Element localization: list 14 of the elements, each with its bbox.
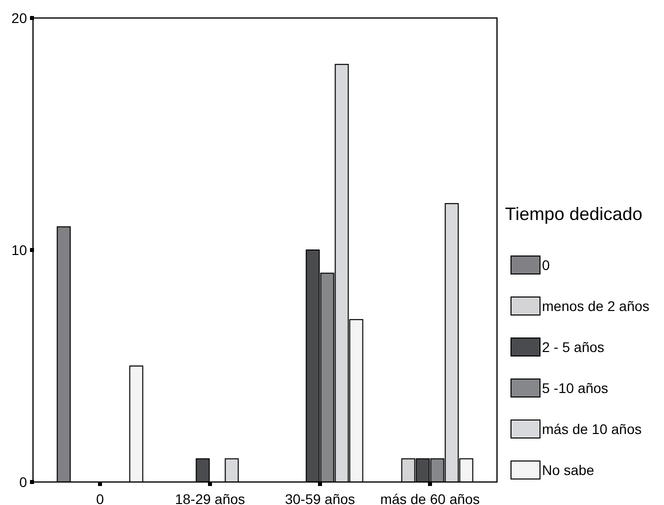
legend-label: menos de 2 años	[542, 298, 650, 314]
y-tick-label: 20	[11, 10, 28, 26]
legend-label: No sabe	[542, 462, 594, 478]
legend-label: 0	[542, 256, 550, 273]
legend-title: Tiempo dedicado	[505, 204, 642, 224]
legend-label: más de 10 años	[542, 420, 642, 437]
y-tick-label: 10	[11, 242, 28, 258]
legend-label: 5 -10 años	[542, 380, 608, 396]
x-tick-label: 18-29 años	[174, 491, 246, 505]
x-tick-label: 0	[96, 491, 104, 505]
x-tick-label: más de 60 años	[380, 491, 480, 505]
y-tick-label: 0	[19, 474, 28, 490]
x-tick-label: 30-59 años	[284, 491, 356, 505]
legend-label: 2 - 5 años	[542, 338, 604, 355]
